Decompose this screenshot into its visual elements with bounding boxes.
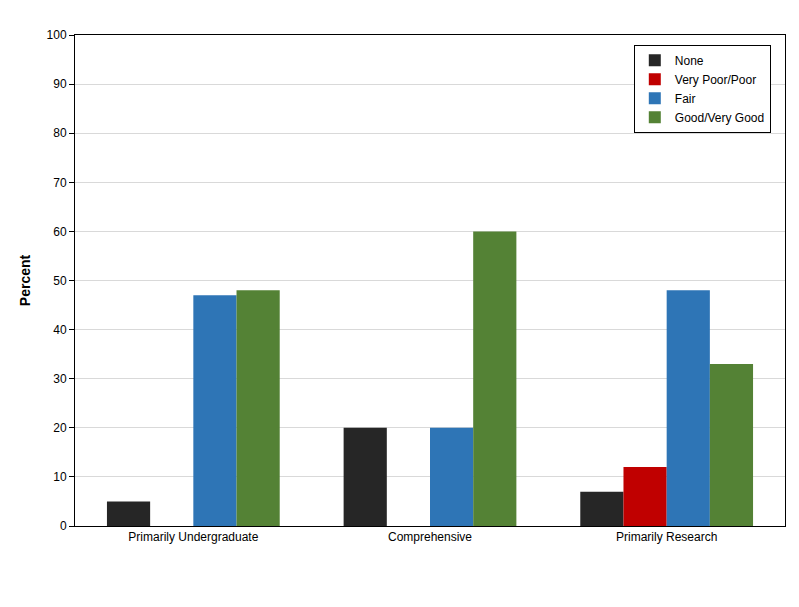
svg-text:Good/Very Good: Good/Very Good: [675, 111, 764, 125]
svg-text:60: 60: [53, 225, 67, 239]
svg-text:0: 0: [60, 519, 67, 533]
svg-text:Percent: Percent: [17, 254, 33, 306]
svg-text:50: 50: [53, 274, 67, 288]
svg-text:Fair: Fair: [675, 92, 696, 106]
svg-text:40: 40: [53, 323, 67, 337]
svg-text:80: 80: [53, 126, 67, 140]
svg-text:10: 10: [53, 470, 67, 484]
svg-text:20: 20: [53, 421, 67, 435]
svg-text:70: 70: [53, 176, 67, 190]
svg-text:Primarily Research: Primarily Research: [616, 530, 717, 544]
svg-text:Primarily Undergraduate: Primarily Undergraduate: [128, 530, 258, 544]
svg-text:None: None: [675, 54, 704, 68]
svg-text:90: 90: [53, 77, 67, 91]
svg-text:100: 100: [47, 28, 67, 42]
svg-text:30: 30: [53, 372, 67, 386]
svg-text:Comprehensive: Comprehensive: [388, 530, 472, 544]
svg-text:Very Poor/Poor: Very Poor/Poor: [675, 73, 756, 87]
